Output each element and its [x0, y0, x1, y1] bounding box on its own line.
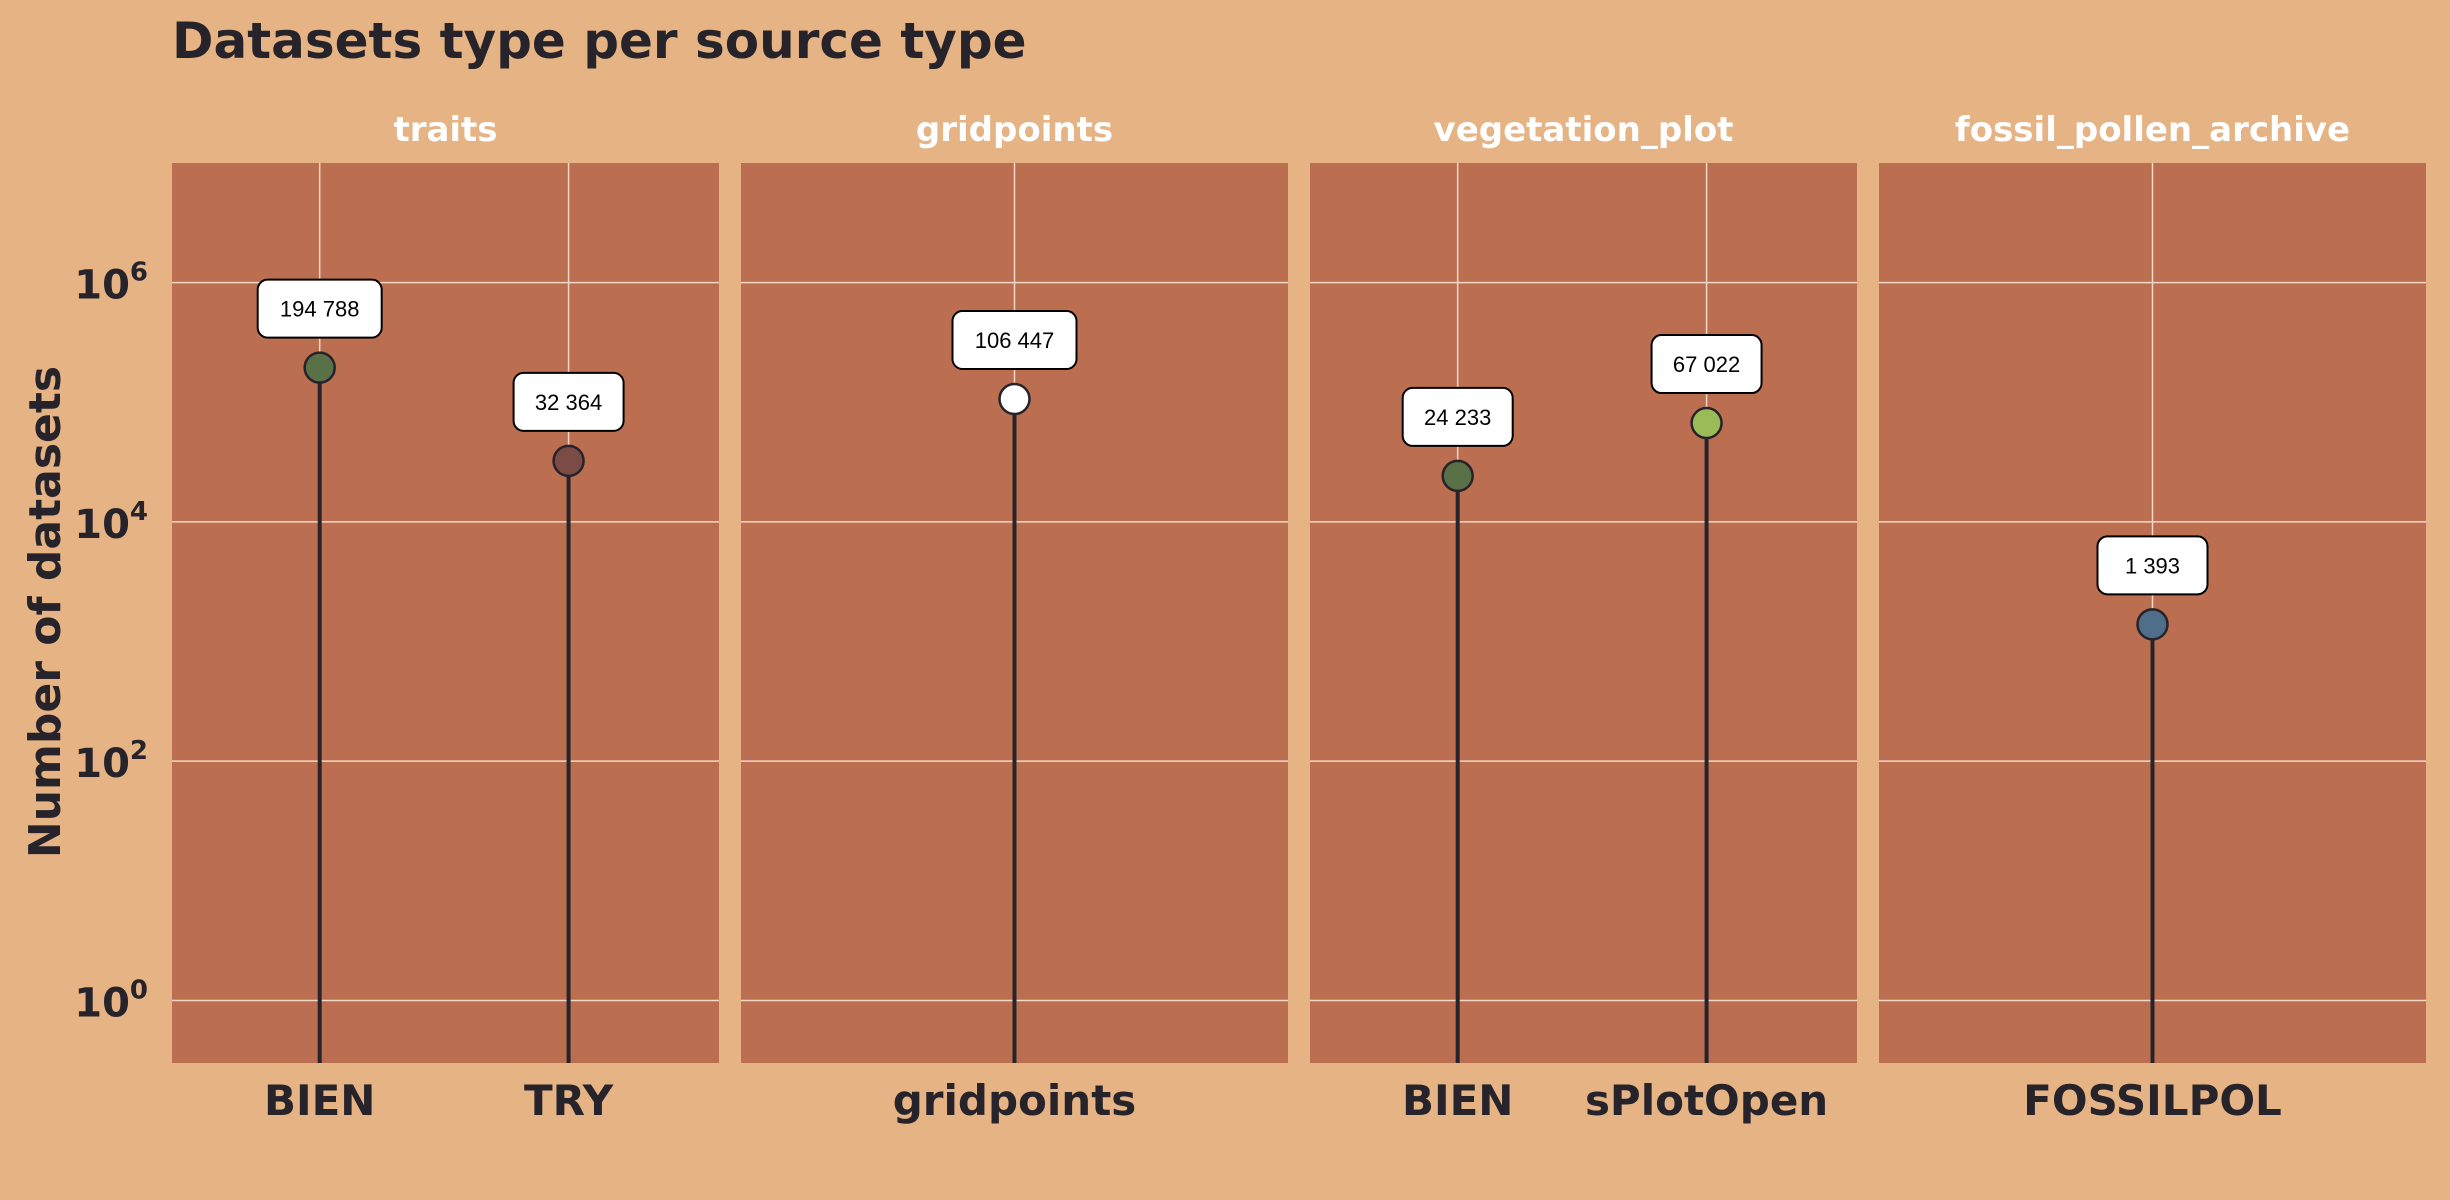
data-label-box — [256, 278, 383, 339]
lollipop-point — [998, 382, 1031, 416]
data-label: 194 788 — [280, 297, 360, 322]
lollipop-point — [2136, 608, 2169, 641]
data-label-box — [951, 310, 1078, 371]
chart-title: Datasets type per source type — [172, 12, 1027, 70]
y-tick-label: 106 — [74, 258, 148, 309]
lollipop-point — [303, 351, 336, 384]
panel-background — [172, 163, 719, 1063]
data-label: 1 393 — [2125, 553, 2180, 578]
lollipop-point — [552, 444, 585, 478]
data-label: 67 022 — [1673, 352, 1740, 377]
x-tick-label: sPlotOpen — [1585, 1076, 1828, 1125]
lollipop-point — [1441, 459, 1474, 493]
x-tick-label: BIEN — [264, 1076, 375, 1125]
facet-panels: traits 194 788 BIEN 32 364 TRY gridpoints 106 … — [172, 110, 2426, 1125]
panel-background — [1310, 163, 1857, 1063]
x-tick-label: gridpoints — [893, 1076, 1137, 1125]
data-label-box — [1650, 334, 1763, 395]
x-tick-label: TRY — [524, 1076, 614, 1125]
y-tick-label: 104 — [74, 497, 148, 548]
data-label-box — [512, 371, 625, 432]
facet-title: traits — [393, 110, 497, 150]
facet-panel-vegetation_plot: vegetation_plot 24 233 BIEN 67 022 sPlotOpen — [1310, 110, 1857, 1125]
data-label: 24 233 — [1424, 405, 1491, 430]
y-tick-label: 102 — [74, 736, 148, 787]
y-axis-label: Number of datasets — [20, 366, 71, 858]
lollipop-point — [1690, 406, 1723, 440]
x-tick-label: FOSSILPOL — [2023, 1076, 2282, 1125]
x-tick-label: BIEN — [1402, 1076, 1513, 1125]
facet-title: gridpoints — [916, 110, 1113, 150]
y-tick-labels: 100 102 104 106 — [74, 258, 148, 1027]
data-label-box — [2096, 535, 2209, 596]
data-label: 106 447 — [975, 328, 1055, 353]
data-label: 32 364 — [535, 390, 602, 415]
facet-panel-fossil_pollen_archive: fossil_pollen_archive 1 393 FOSSILPOL — [1879, 110, 2426, 1125]
y-tick-label: 100 — [74, 975, 148, 1026]
facet-panel-traits: traits 194 788 BIEN 32 364 TRY — [172, 110, 719, 1125]
data-label-box — [1401, 386, 1514, 447]
facet-panel-gridpoints: gridpoints 106 447 gridpoints — [741, 110, 1288, 1125]
facet-title: vegetation_plot — [1434, 110, 1734, 150]
facet-title: fossil_pollen_archive — [1955, 110, 2350, 150]
